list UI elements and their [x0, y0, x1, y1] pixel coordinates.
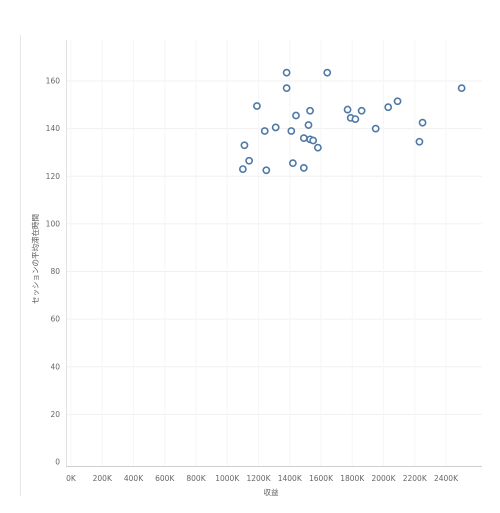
y-tick-label: 0	[55, 458, 60, 467]
data-point	[271, 123, 280, 132]
y-tick-label: 100	[46, 219, 61, 228]
x-tick-label: 200K	[93, 474, 113, 483]
data-point	[415, 137, 424, 146]
y-tick-label: 60	[50, 315, 60, 324]
data-point	[253, 102, 261, 110]
data-point	[238, 165, 247, 174]
x-tick-label: 400K	[124, 474, 144, 483]
x-tick-label: 2200K	[403, 474, 428, 483]
data-point	[351, 115, 360, 123]
data-point	[384, 103, 393, 112]
data-point	[245, 156, 254, 165]
data-point	[240, 141, 249, 150]
gridlines	[66, 40, 482, 466]
data-point	[304, 121, 313, 129]
x-tick-label: 1000K	[215, 474, 240, 483]
x-axis-title: 収益	[264, 487, 279, 497]
y-tick-label: 80	[50, 267, 60, 276]
x-tick-label: 1400K	[278, 474, 303, 483]
data-point	[282, 84, 291, 93]
data-point	[393, 97, 402, 106]
data-point	[292, 111, 300, 120]
data-point	[288, 159, 297, 168]
data-point	[299, 134, 308, 143]
data-point	[282, 68, 291, 77]
data-point	[323, 68, 332, 77]
data-point	[357, 106, 366, 115]
data-point	[287, 127, 296, 135]
y-axis-title: セッションの平均滞在時間	[30, 214, 40, 304]
data-point	[457, 84, 466, 93]
data-point	[371, 124, 380, 133]
axes	[66, 40, 482, 467]
y-tick-label: 120	[46, 172, 61, 181]
y-tick-label: 140	[46, 124, 61, 133]
x-tick-label: 600K	[155, 474, 175, 483]
data-point	[306, 106, 314, 115]
data-point	[262, 166, 271, 175]
x-tick-label: 2400K	[434, 474, 459, 483]
x-tick-label: 2000K	[371, 474, 396, 483]
data-point	[260, 127, 269, 135]
data-point	[418, 118, 427, 127]
y-tick-label: 20	[50, 410, 60, 419]
y-tick-label: 160	[46, 77, 61, 86]
data-point	[309, 136, 318, 145]
y-tick-label: 40	[50, 362, 60, 371]
x-tick-label: 1600K	[309, 474, 334, 483]
x-tick-label: 0K	[66, 474, 77, 483]
x-tick-label: 800K	[186, 474, 206, 483]
data-point	[299, 164, 308, 172]
x-tick-label: 1200K	[246, 474, 271, 483]
x-tick-label: 1800K	[340, 474, 365, 483]
data-point	[313, 143, 322, 152]
data-point	[343, 105, 352, 114]
data-points	[238, 68, 466, 175]
